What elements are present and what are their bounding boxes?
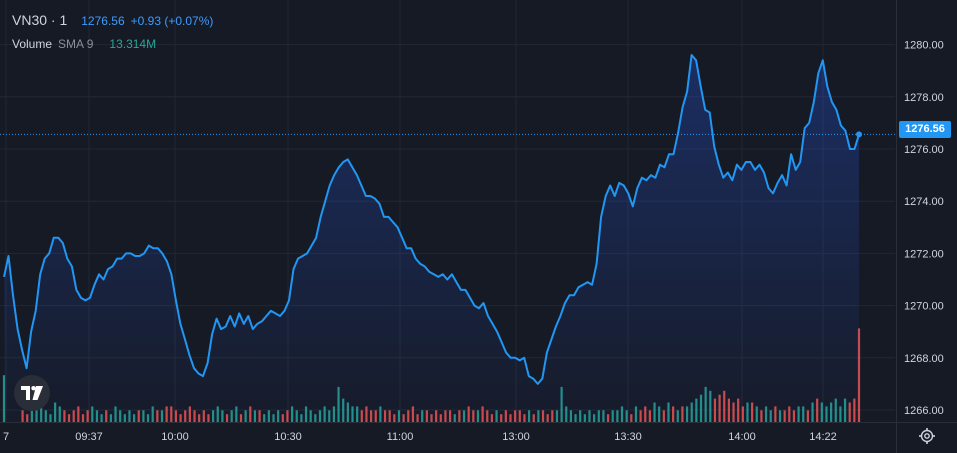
x-tick-label: 13:30	[614, 431, 642, 443]
price-area	[4, 55, 859, 422]
x-tick-label: 11:00	[387, 431, 414, 443]
x-tick-label: 09:37	[75, 431, 103, 443]
x-tick-label: 14:22	[809, 431, 837, 443]
y-tick-label: 1280.00	[904, 40, 944, 52]
volume-legend-row: Volume SMA 9 13.314M	[12, 36, 213, 53]
y-tick-label: 1266.00	[904, 405, 944, 417]
y-tick-label: 1272.00	[904, 248, 944, 260]
price-change-value: +0.93 (+0.07%)	[130, 14, 214, 28]
y-tick-label: 1276.00	[904, 144, 944, 156]
last-price-value: 1276.56	[81, 14, 125, 28]
x-tick-label: 10:30	[274, 431, 302, 443]
x-tick-label: 7	[3, 431, 9, 443]
price-line	[3, 54, 860, 385]
price-legend-row: VN30 · 1 1276.56 +0.93 (+0.07%)	[12, 12, 213, 30]
x-tick-label: 10:00	[161, 431, 189, 443]
y-tick-label: 1274.00	[904, 196, 944, 208]
volume-sma-value: 13.314M	[109, 37, 157, 51]
y-tick-label: 1268.00	[904, 353, 944, 365]
chart-legend: VN30 · 1 1276.56 +0.93 (+0.07%) Volume S…	[12, 12, 213, 53]
gear-icon[interactable]	[918, 427, 936, 445]
x-tick-label: 14:00	[728, 431, 756, 443]
y-tick-label: 1270.00	[904, 301, 944, 313]
last-price-tag: 1276.56	[899, 121, 951, 138]
tradingview-logo-icon[interactable]	[14, 375, 50, 411]
volume-sma-label: SMA 9	[58, 37, 94, 51]
symbol-label[interactable]: VN30 · 1	[12, 12, 68, 28]
last-price-dot	[856, 131, 862, 138]
volume-label[interactable]: Volume	[12, 37, 53, 51]
x-tick-label: 13:00	[502, 431, 530, 443]
y-tick-label: 1278.00	[904, 92, 944, 104]
